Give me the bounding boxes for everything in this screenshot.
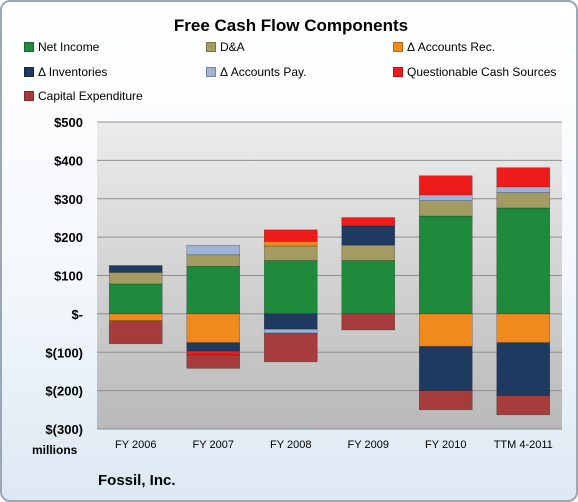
y-tick-label: $400	[54, 153, 83, 168]
bar-segment	[263, 332, 318, 363]
bar-segment	[496, 192, 551, 209]
legend-item: Net Income	[24, 40, 99, 54]
legend-item: Δ Accounts Pay.	[206, 65, 307, 79]
bar-segment	[496, 167, 551, 188]
bar-segment	[263, 229, 318, 242]
y-tick-label: $(100)	[45, 345, 83, 360]
y-tick-label: $500	[54, 115, 83, 130]
legend-swatch	[24, 42, 34, 52]
legend-item: D&A	[206, 40, 245, 54]
bar-segment	[263, 313, 318, 330]
bar-segment	[186, 354, 241, 369]
x-tick-label: FY 2009	[348, 439, 389, 451]
bar-segment	[418, 390, 473, 411]
bar-segment	[418, 313, 473, 347]
y-tick-label: $200	[54, 230, 83, 245]
bar-segment	[186, 265, 241, 315]
x-tick-label: FY 2006	[115, 439, 156, 451]
bar-segment	[108, 313, 163, 322]
bar-segment	[496, 186, 551, 193]
legend-swatch	[393, 67, 403, 77]
legend-label: Δ Accounts Pay.	[220, 65, 307, 79]
bar-segment	[418, 346, 473, 391]
legend-label: Δ Inventories	[38, 65, 108, 79]
bar-segment	[186, 244, 241, 256]
legend-swatch	[206, 42, 216, 52]
x-tick-label: TTM 4-2011	[494, 439, 553, 451]
bar-segment	[418, 175, 473, 196]
bar-segment	[341, 217, 396, 227]
bar-segment	[418, 194, 473, 201]
bar-segment	[263, 328, 318, 334]
bar-segment	[263, 260, 318, 315]
legend-label: Questionable Cash Sources	[407, 65, 557, 79]
y-tick-label: $100	[54, 269, 83, 284]
legend-label: Net Income	[38, 40, 100, 54]
legend-item: Δ Accounts Rec.	[393, 40, 495, 54]
bar-segment	[418, 215, 473, 315]
legend-label: D&A	[220, 40, 245, 54]
bar-segment	[186, 254, 241, 267]
legend-item: Questionable Cash Sources	[393, 65, 556, 79]
legend-swatch	[24, 91, 34, 101]
bar-segment	[341, 244, 396, 261]
x-tick-label: FY 2007	[193, 439, 234, 451]
y-tick-label: $-	[71, 307, 83, 322]
y-axis-unit-label: millions	[32, 443, 78, 457]
legend-swatch	[393, 42, 403, 52]
y-tick-label: $(200)	[45, 384, 83, 399]
bar-segment	[263, 245, 318, 261]
bar-segment	[341, 313, 396, 331]
bar-segment	[418, 200, 473, 217]
bar-segment	[263, 241, 318, 247]
bar-segment	[108, 320, 163, 345]
bar-segment	[496, 207, 551, 315]
bar-segment	[496, 342, 551, 396]
legend-label: Δ Accounts Rec.	[407, 40, 496, 54]
bar-segment	[186, 350, 241, 356]
company-name: Fossil, Inc.	[98, 472, 176, 489]
bar-segment	[108, 265, 163, 273]
bar-segment	[108, 283, 163, 315]
x-tick-label: FY 2008	[270, 439, 311, 451]
bar-segment	[186, 313, 241, 343]
legend-item: Capital Expenditure	[24, 89, 143, 103]
bar-segment	[341, 260, 396, 315]
bar-segment	[108, 272, 163, 285]
bar-segment	[496, 313, 551, 343]
y-tick-label: $300	[54, 192, 83, 207]
x-tick-label: FY 2010	[425, 439, 466, 451]
chart-title: Free Cash Flow Components	[173, 16, 409, 35]
bar-segment	[341, 225, 396, 246]
legend-swatch	[206, 67, 216, 77]
y-tick-label: $(300)	[45, 422, 83, 437]
legend-item: Δ Inventories	[24, 65, 107, 79]
bar-segment	[186, 342, 241, 352]
legend-label: Capital Expenditure	[38, 89, 143, 103]
legend-swatch	[24, 67, 34, 77]
bar-segment	[496, 395, 551, 416]
